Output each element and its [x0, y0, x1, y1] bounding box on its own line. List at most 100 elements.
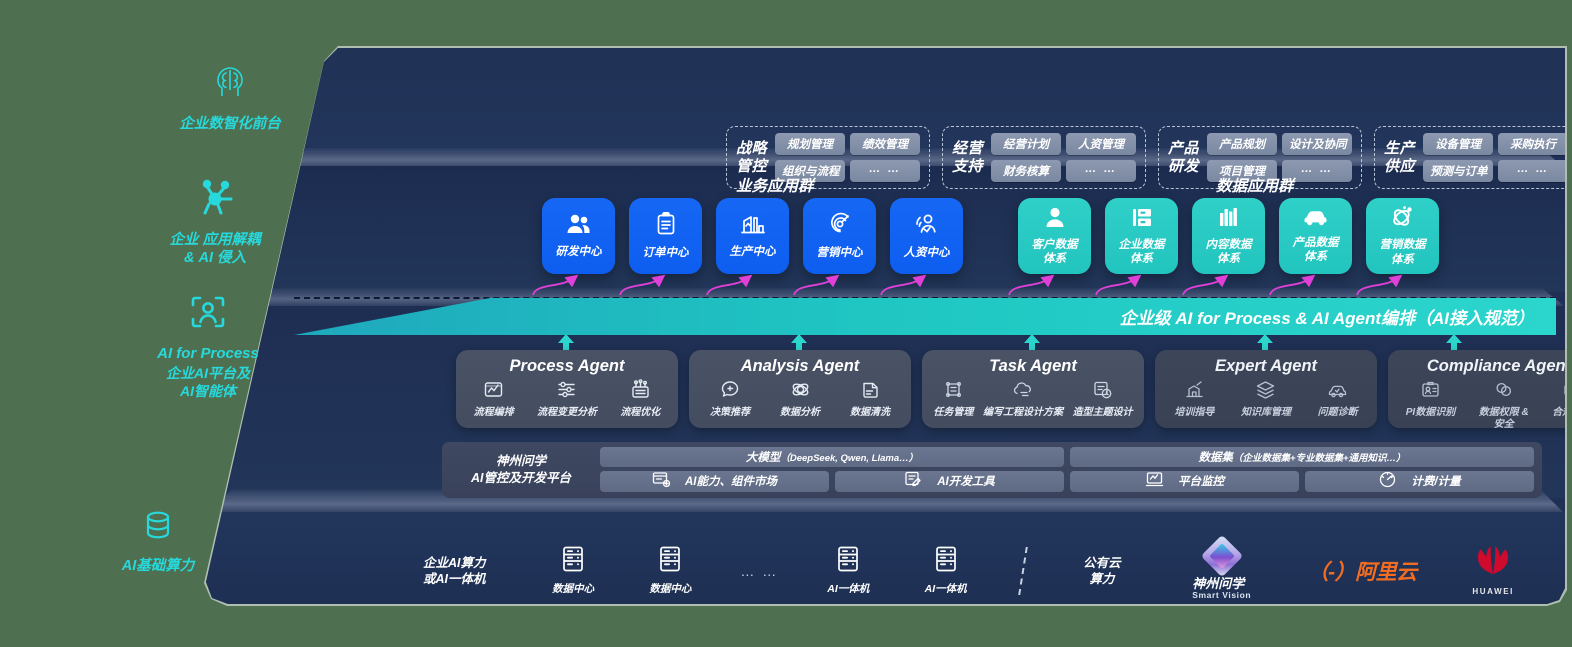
rail-label-decoupling: 企业 应用解耦 & AI 侵入	[120, 178, 310, 268]
domain-chip[interactable]: 设计及协同	[1282, 133, 1353, 155]
ai-orchestration-banner: 企业级 AI for Process & AI Agent编排（AI接入规范）	[294, 298, 1556, 335]
agent-card-process[interactable]: Process Agent 流程编排	[456, 350, 678, 428]
platform-cell-monitor[interactable]: 平台监控	[1070, 470, 1299, 492]
factory-chart-icon	[740, 212, 766, 240]
domain-group-product-rd[interactable]: 产品 研发 产品规划 设计及协同 项目管理 … …	[1158, 126, 1363, 189]
infra-node-ai-appliance-1[interactable]: AI一体机	[800, 545, 897, 597]
platform-col-datasets: 数据集 （企业数据集+专业数据集+通用知识…） 平台监控	[1070, 447, 1534, 492]
app-card-rd-center[interactable]: 研发中心	[542, 198, 615, 274]
infra-node-enterprise-compute[interactable]: 企业AI算力 或AI一体机	[422, 555, 486, 586]
platform-cell-billing[interactable]: 计费/计量	[1305, 470, 1534, 492]
app-card-production-center[interactable]: 生产中心	[716, 198, 789, 274]
platform-cell-ai-market[interactable]: AI能力、组件市场	[600, 470, 829, 492]
atom-molecule-icon	[1391, 205, 1414, 233]
rail-label-en: AI for Process	[157, 344, 259, 362]
domain-chip[interactable]: 财务核算	[991, 160, 1062, 182]
platform-models-header[interactable]: 大模型 （DeepSeek, Qwen, Llama…）	[600, 447, 1064, 467]
rail-label-front-office: 企业数智化前台	[135, 62, 325, 133]
layer-band-infrastructure	[206, 512, 1565, 604]
agent-item[interactable]: 流程变更分析	[537, 379, 597, 419]
agent-card-analysis[interactable]: Analysis Agent 决策推荐	[689, 350, 911, 428]
platform-datasets-header[interactable]: 数据集 （企业数据集+专业数据集+通用知识…）	[1070, 447, 1534, 467]
agent-title: Analysis Agent	[740, 357, 860, 375]
domain-group-strategy[interactable]: 战略 管控 规划管理 绩效管理 组织与流程 … …	[726, 126, 931, 189]
domain-chip-more[interactable]: … …	[1498, 160, 1565, 182]
brand-huawei[interactable]: HUAWEI	[1432, 546, 1554, 596]
infra-ellipsis: … …	[740, 563, 779, 579]
agent-items: PI数据识别 数据权限 & 安全	[1394, 379, 1572, 430]
person-signal-icon	[914, 212, 939, 241]
app-card-order-center[interactable]: 订单中心	[629, 198, 702, 274]
data-card-customer[interactable]: 客户数据 体系	[1018, 198, 1091, 274]
app-card-hr-center[interactable]: 人资中心	[890, 198, 963, 274]
domain-chip[interactable]: 绩效管理	[850, 133, 921, 155]
smart-vision-logo-icon	[1200, 534, 1243, 578]
server-rack-icon	[933, 545, 959, 578]
domain-chip[interactable]: 设备管理	[1423, 133, 1494, 155]
agent-item-label: PI数据识别	[1405, 407, 1456, 418]
user-solid-icon	[1044, 206, 1066, 233]
agent-item-label: 流程优化	[620, 407, 661, 418]
agent-item-label: 合规预警	[1552, 407, 1572, 418]
agent-item[interactable]: 造型主题设计	[1073, 379, 1133, 419]
agent-card-task[interactable]: Task Agent 任务管理	[922, 350, 1144, 428]
domain-chip-more[interactable]: … …	[1066, 160, 1137, 182]
domain-chips: 经营计划 人资管理 财务核算 … …	[991, 133, 1137, 182]
app-card-marketing-center[interactable]: 营销中心	[803, 198, 876, 274]
agent-item[interactable]: 任务管理	[933, 379, 973, 419]
domain-chip[interactable]: 规划管理	[775, 133, 846, 155]
agent-item[interactable]: 合规预警	[1552, 379, 1572, 419]
domain-group-production-supply[interactable]: 生产 供应 设备管理 采购执行 预测与订单 … …	[1374, 126, 1565, 189]
domain-chip[interactable]: 组织与流程	[775, 160, 846, 182]
agent-card-row: Process Agent 流程编排	[456, 350, 1572, 430]
agent-card-compliance[interactable]: Compliance Agent PI数据识别	[1388, 350, 1572, 430]
business-group-title: 业务应用群	[736, 178, 814, 195]
domain-chip[interactable]: 人资管理	[1066, 133, 1137, 155]
target-spiral-icon	[828, 212, 852, 241]
infra-node-datacenter-2[interactable]: 数据中心	[622, 545, 719, 597]
brand-alibaba-cloud[interactable]: （-）阿里云	[1292, 556, 1432, 586]
data-card-content[interactable]: 内容数据 体系	[1192, 198, 1265, 274]
agent-title: Process Agent	[509, 357, 625, 375]
data-card-product[interactable]: 产品数据 体系	[1279, 198, 1352, 274]
infrastructure-row: 企业AI算力 或AI一体机 数据中心	[384, 532, 1554, 604]
infra-node-datacenter-1[interactable]: 数据中心	[524, 545, 621, 597]
speech-decision-icon	[720, 379, 741, 405]
agent-item[interactable]: 知识库管理	[1241, 379, 1291, 419]
id-card-icon	[1420, 379, 1441, 405]
rail-label-text-2: AI智能体	[180, 383, 236, 399]
brand-smart-vision[interactable]: 神州问学 Smart Vision	[1152, 534, 1292, 601]
domain-chip[interactable]: 经营计划	[991, 133, 1062, 155]
domain-chip[interactable]: 项目管理	[1207, 160, 1278, 182]
domain-name: 经营 支持	[952, 139, 984, 175]
domain-chip-more[interactable]: … …	[1282, 160, 1353, 182]
agent-item[interactable]: 流程优化	[620, 379, 660, 419]
agent-item-label: 培训指导	[1174, 407, 1215, 418]
domain-chip[interactable]: 采购执行	[1498, 133, 1565, 155]
agent-item-label: 决策推荐	[710, 407, 750, 418]
agent-item[interactable]: PI数据识别	[1406, 379, 1455, 419]
server-rack-icon	[835, 545, 861, 578]
agent-item[interactable]: 流程编排	[474, 379, 514, 419]
agent-title: Compliance Agent	[1426, 357, 1572, 375]
database-icon	[58, 508, 258, 550]
agent-item[interactable]: 问题诊断	[1318, 379, 1358, 419]
agent-item[interactable]: 数据权限 & 安全	[1479, 379, 1529, 430]
infra-node-ai-appliance-2[interactable]: AI一体机	[897, 545, 994, 597]
agent-item[interactable]: 决策推荐	[710, 379, 750, 419]
agent-item[interactable]: 数据分析	[780, 379, 820, 419]
platform-cell-ai-devtool[interactable]: AI开发工具	[835, 470, 1064, 492]
rail-label-ai-compute: AI基础算力	[58, 508, 258, 575]
agent-card-expert[interactable]: Expert Agent 培训指导	[1155, 350, 1377, 428]
domain-chip-more[interactable]: … …	[850, 160, 921, 182]
domain-chip[interactable]: 产品规划	[1207, 133, 1278, 155]
infra-node-public-cloud[interactable]: 公有云 算力	[1083, 555, 1121, 586]
agent-item[interactable]: 培训指导	[1174, 379, 1214, 419]
agent-item[interactable]: 数据清洗	[850, 379, 890, 419]
agent-item[interactable]: 编写工程设计方案	[983, 379, 1063, 419]
domain-chip[interactable]: 预测与订单	[1423, 160, 1494, 182]
data-card-enterprise[interactable]: 企业数据 体系	[1105, 198, 1178, 274]
data-card-label: 产品数据 体系	[1292, 236, 1339, 263]
domain-group-operations[interactable]: 经营 支持 经营计划 人资管理 财务核算 … …	[942, 126, 1147, 189]
data-card-marketing[interactable]: 营销数据 体系	[1366, 198, 1439, 274]
